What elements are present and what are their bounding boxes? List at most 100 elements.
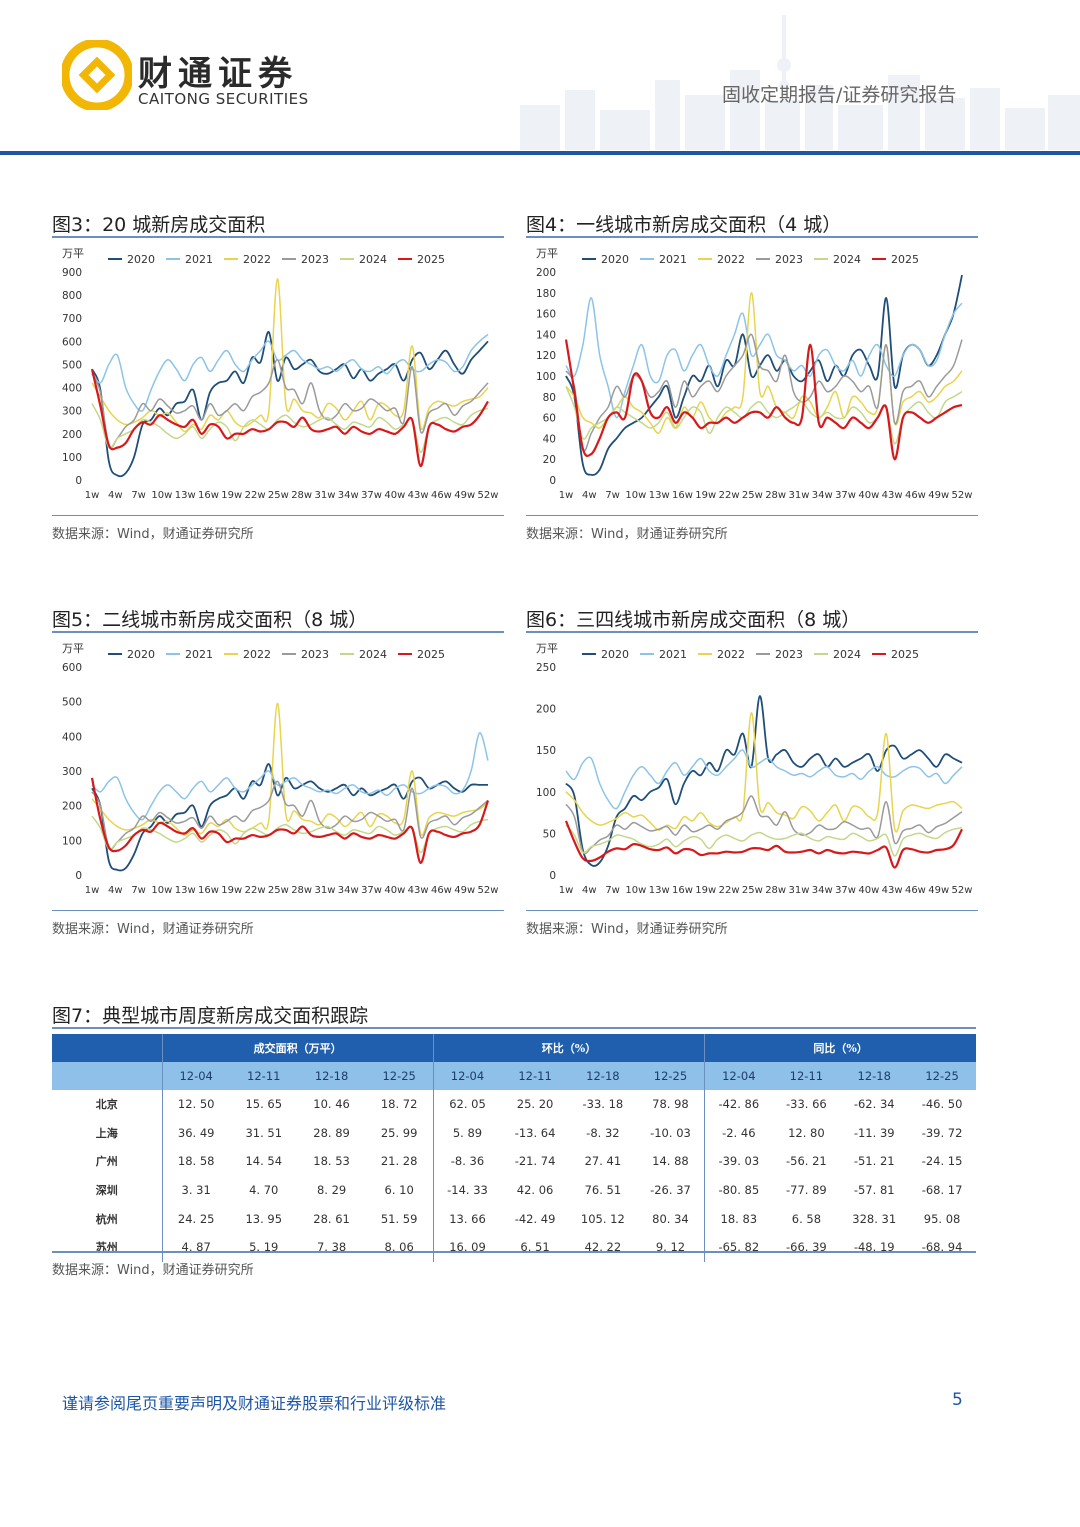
figure-6-source: 数据来源：Wind，财通证券研究所 xyxy=(526,922,728,937)
x-tick-label: 13w xyxy=(175,885,196,896)
date-header: 12-18 xyxy=(840,1062,909,1090)
city-cell: 广州 xyxy=(95,1155,118,1169)
figure-7-bottom-rule xyxy=(52,1251,976,1253)
value-cell: 27. 41 xyxy=(584,1154,622,1169)
x-tick-label: 34w xyxy=(812,885,833,896)
figure-5-source: 数据来源：Wind，财通证券研究所 xyxy=(52,922,254,937)
date-header: 12-25 xyxy=(908,1062,976,1090)
y-unit-label: 万平 xyxy=(536,247,558,260)
series-line-2022 xyxy=(91,702,489,836)
legend-label: 2021 xyxy=(659,253,687,266)
value-cell: 14. 54 xyxy=(245,1154,283,1169)
y-tick-label: 400 xyxy=(62,383,82,395)
legend-label: 2023 xyxy=(301,253,329,266)
legend-label: 2020 xyxy=(127,648,155,661)
value-cell: -21. 74 xyxy=(514,1154,556,1169)
y-tick-label: 500 xyxy=(62,359,82,371)
city-cell: 杭州 xyxy=(95,1212,118,1226)
value-cell: -57. 81 xyxy=(853,1183,895,1198)
figure-3-title: 图3：20 城新房成交面积 xyxy=(52,214,266,236)
value-cell: 51. 59 xyxy=(380,1211,418,1226)
value-cell: 31. 51 xyxy=(245,1125,283,1140)
y-tick-label: 0 xyxy=(549,870,556,882)
figure-7-title: 图7：典型城市周度新房成交面积跟踪 xyxy=(52,1005,369,1027)
series-line-2024 xyxy=(565,386,963,445)
figure-6-bottom-rule xyxy=(526,910,978,911)
x-tick-label: 1w xyxy=(85,885,100,896)
y-tick-label: 900 xyxy=(62,267,82,279)
value-cell: 18. 58 xyxy=(161,1147,230,1176)
brand-name-en: CAITONG SECURITIES xyxy=(138,90,309,108)
y-tick-label: 200 xyxy=(536,704,556,716)
caitong-logo xyxy=(62,40,132,110)
series-line-2022 xyxy=(565,712,963,833)
y-tick-label: 700 xyxy=(62,313,82,325)
value-cell: 15. 65 xyxy=(245,1097,283,1112)
y-tick-label: 0 xyxy=(549,475,556,487)
x-tick-label: 4w xyxy=(108,885,123,896)
group-header-mom: 环比（%） xyxy=(432,1034,705,1062)
x-tick-label: 37w xyxy=(361,490,382,501)
city-cell: 上海 xyxy=(95,1126,118,1140)
series-line-2025 xyxy=(564,339,963,461)
value-cell: -66. 39 xyxy=(786,1240,827,1255)
value-cell: 18. 83 xyxy=(704,1204,773,1233)
figure-3-top-rule xyxy=(52,236,504,238)
value-cell: 8. 29 xyxy=(316,1183,347,1198)
series-line-2024 xyxy=(565,824,963,857)
date-header: 12-04 xyxy=(161,1062,230,1090)
legend-label: 2024 xyxy=(833,253,861,266)
page-header: 财通证券 CAITONG SECURITIES 固收定期报告/证券研究报告 xyxy=(0,0,1080,156)
value-cell: 62. 05 xyxy=(432,1090,502,1119)
x-tick-label: 43w xyxy=(882,490,903,501)
y-tick-label: 160 xyxy=(536,309,556,321)
date-header: 12-25 xyxy=(365,1062,434,1090)
city-cell: 深圳 xyxy=(95,1184,118,1198)
y-tick-label: 200 xyxy=(536,267,556,279)
value-cell: -42. 86 xyxy=(704,1090,773,1119)
x-tick-label: 46w xyxy=(431,490,452,501)
figure-4-bottom-rule xyxy=(526,515,978,516)
table-corner xyxy=(52,1034,162,1062)
series-line-2020 xyxy=(91,331,489,478)
figure-6-title: 图6：三四线城市新房成交面积（8 城） xyxy=(526,609,861,631)
y-tick-label: 300 xyxy=(62,766,82,778)
footer-disclaimer: 谨请参阅尾页重要声明及财通证券股票和行业评级标准 xyxy=(62,1394,447,1413)
legend-label: 2020 xyxy=(127,253,155,266)
legend-label: 2022 xyxy=(717,648,745,661)
legend-label: 2023 xyxy=(775,253,803,266)
value-cell: -42. 49 xyxy=(514,1211,556,1226)
x-tick-label: 31w xyxy=(788,490,809,501)
value-cell: 13. 66 xyxy=(432,1204,502,1233)
value-cell: 10. 46 xyxy=(313,1097,350,1112)
x-tick-label: 1w xyxy=(559,885,574,896)
value-cell: -46. 50 xyxy=(921,1097,963,1112)
x-tick-label: 7w xyxy=(605,490,620,501)
y-unit-label: 万平 xyxy=(536,642,558,655)
y-tick-label: 50 xyxy=(543,828,556,840)
x-tick-label: 4w xyxy=(108,490,123,501)
value-cell: 3. 31 xyxy=(161,1175,230,1205)
value-cell: 105. 12 xyxy=(580,1211,625,1226)
series-line-2020 xyxy=(91,763,488,872)
x-tick-label: 25w xyxy=(268,490,289,501)
page-number: 5 xyxy=(952,1390,963,1410)
legend-label: 2023 xyxy=(301,648,329,661)
figure-4-source: 数据来源：Wind，财通证券研究所 xyxy=(526,527,728,542)
series-line-2023 xyxy=(91,359,489,449)
series-line-2021 xyxy=(91,333,489,412)
value-cell: -62. 34 xyxy=(853,1097,895,1112)
y-tick-label: 600 xyxy=(62,662,82,674)
x-tick-label: 4w xyxy=(582,885,597,896)
x-tick-label: 7w xyxy=(131,490,146,501)
value-cell: 18. 72 xyxy=(380,1097,418,1112)
legend-label: 2025 xyxy=(891,253,919,266)
x-tick-label: 49w xyxy=(928,490,949,501)
x-tick-label: 16w xyxy=(672,490,693,501)
y-tick-label: 200 xyxy=(62,429,82,441)
x-tick-label: 16w xyxy=(198,490,219,501)
series-line-2025 xyxy=(90,368,489,468)
table-row: 苏州 4. 87 5. 19 7. 38 8. 06 16. 09 6. 51 42. 22 9… xyxy=(52,1232,976,1262)
